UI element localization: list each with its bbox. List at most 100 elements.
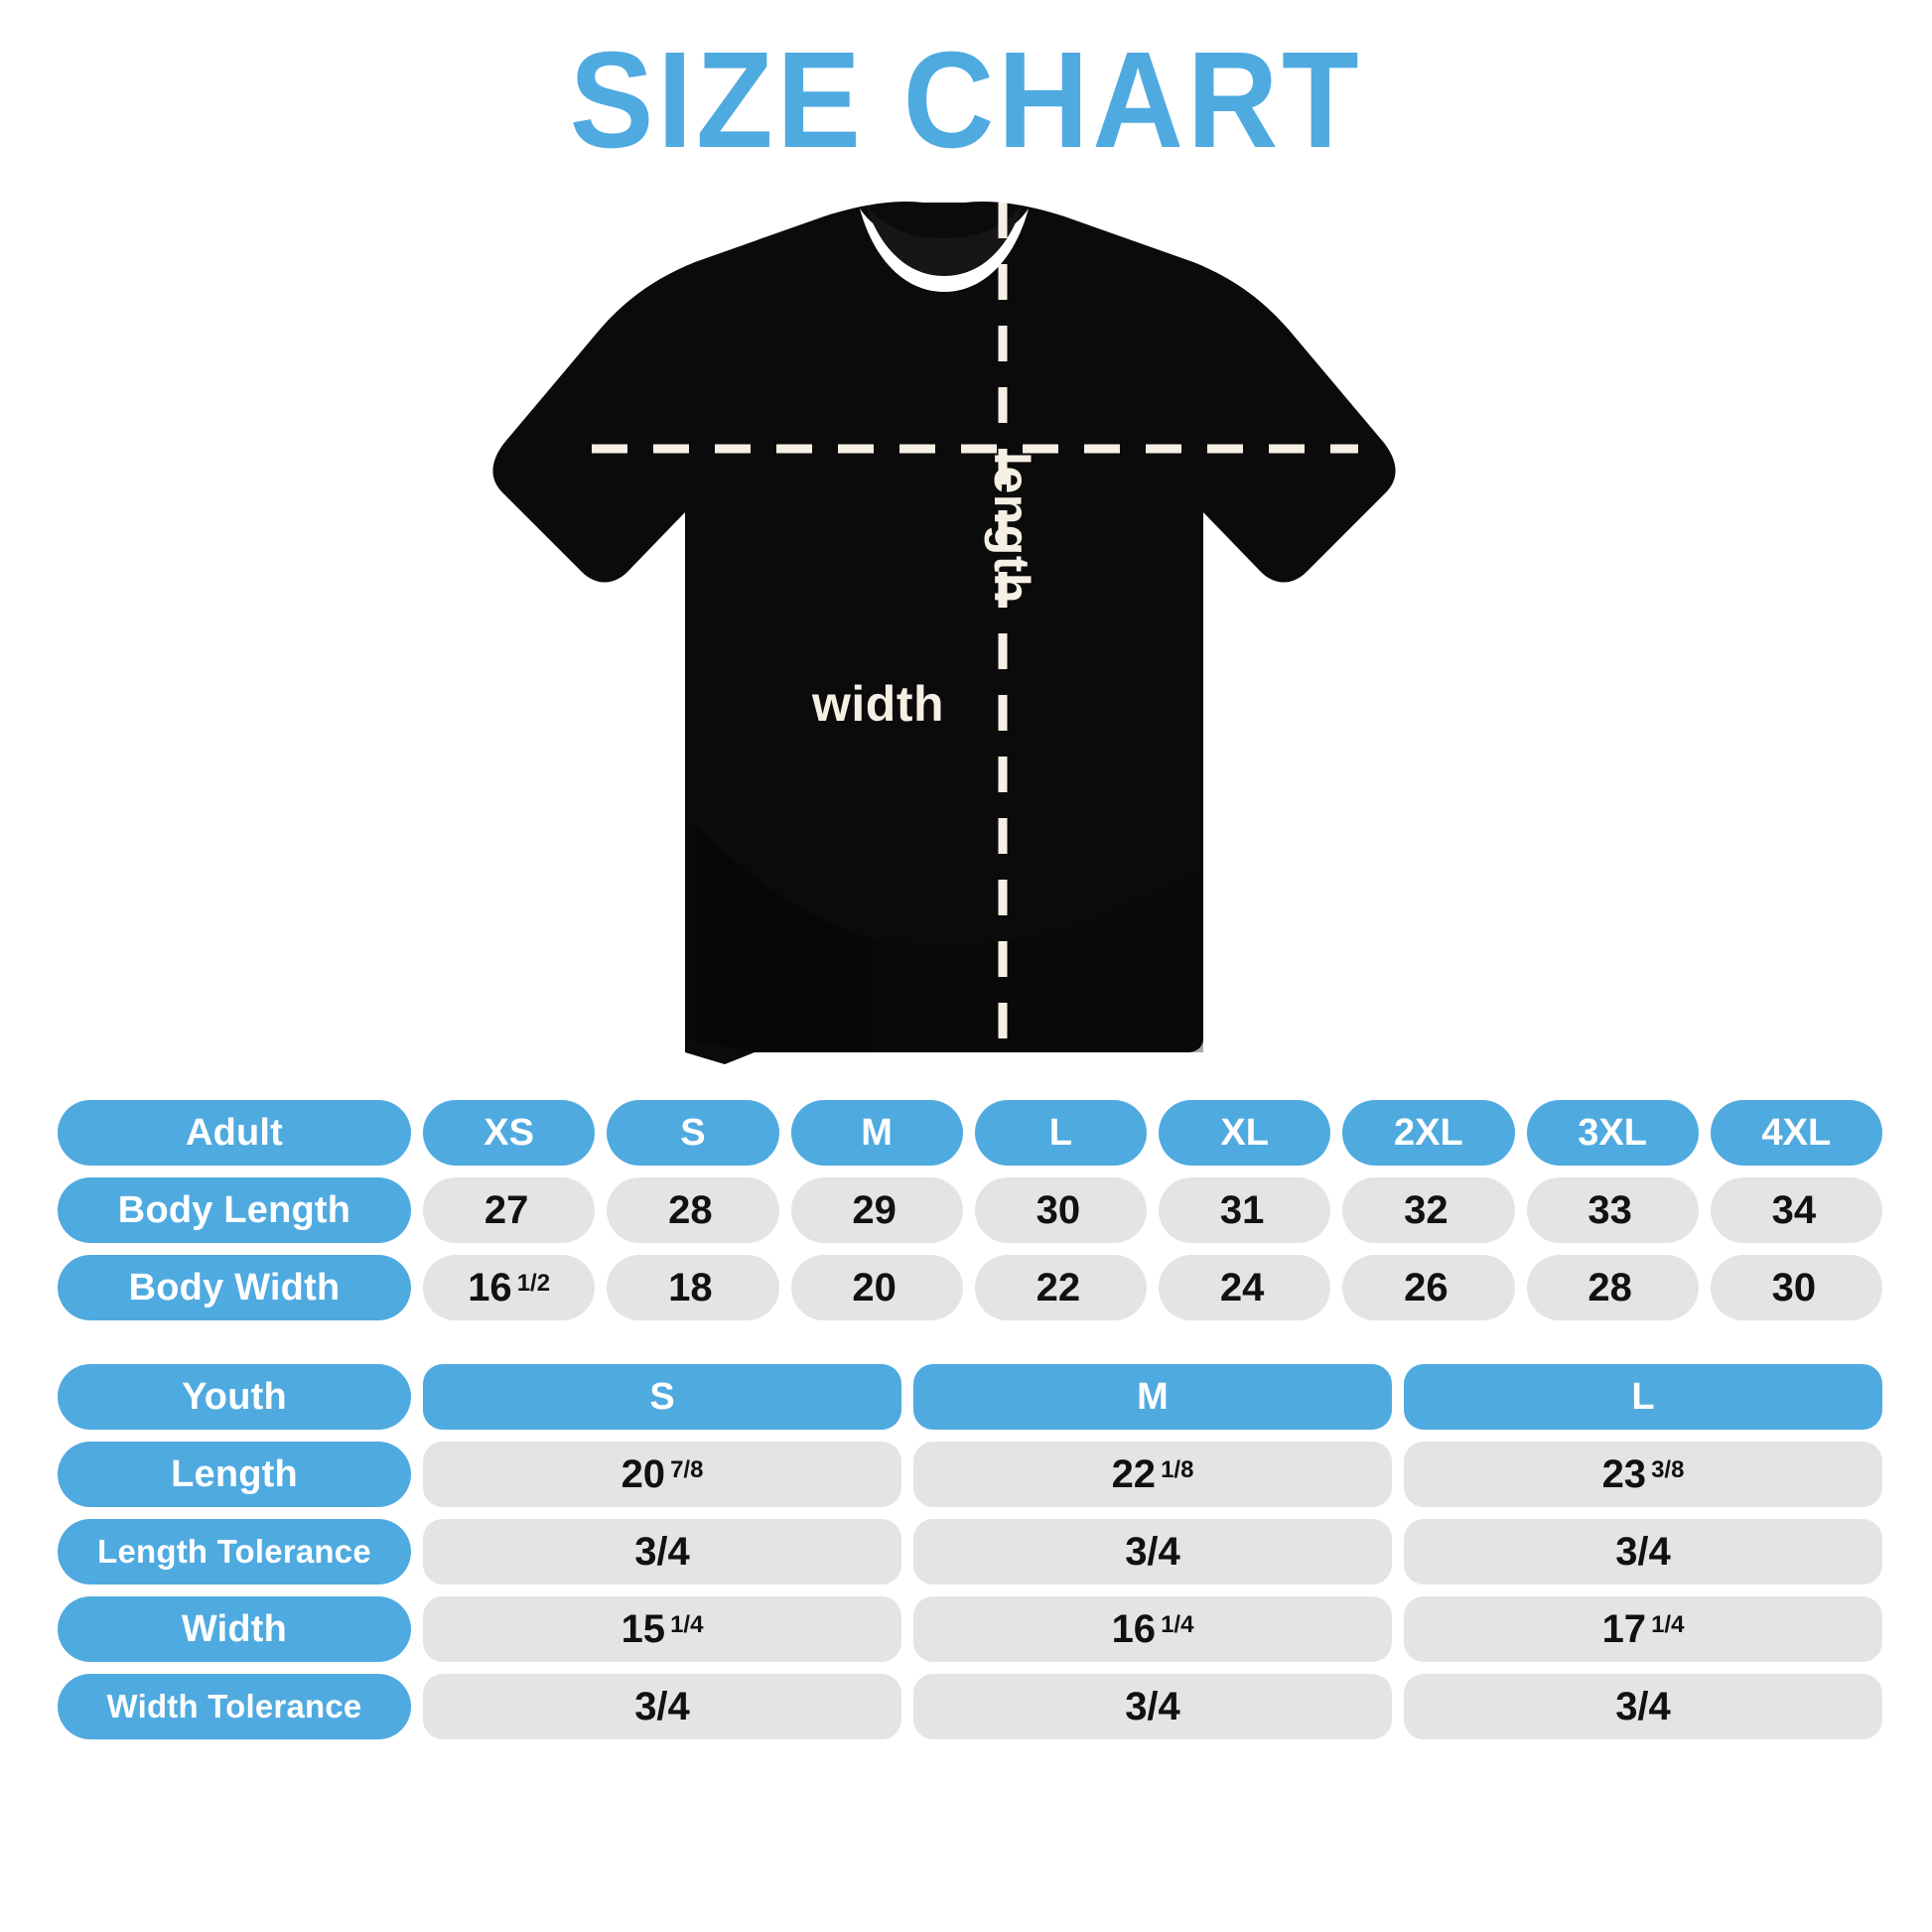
adult-header-label: Adult — [58, 1100, 411, 1166]
length-label: length — [984, 452, 1039, 604]
width-label: width — [812, 676, 945, 732]
youth-length-label: Length — [58, 1442, 411, 1507]
adult-header-row: Adult XS S M L XL 2XL 3XL 4XL — [58, 1100, 1882, 1166]
cell-whole: 20 — [621, 1451, 666, 1496]
cell-frac: 1/4 — [670, 1610, 704, 1638]
cell-whole: 30 — [1035, 1187, 1081, 1232]
cell-whole: 22 — [1035, 1265, 1081, 1310]
adult-col-xs: XS — [423, 1100, 596, 1166]
table-cell: 32 — [1342, 1177, 1515, 1243]
table-cell: 16 1/4 — [913, 1596, 1392, 1662]
adult-col-xl: XL — [1159, 1100, 1331, 1166]
adult-col-s: S — [607, 1100, 779, 1166]
youth-header-row: Youth S M L — [58, 1364, 1882, 1430]
table-cell: 3/4 — [423, 1519, 901, 1585]
table-cell: 16 1/2 — [423, 1255, 596, 1320]
tshirt-shadow-hem — [874, 868, 1203, 1052]
tshirt-hem-left-point — [685, 1038, 755, 1064]
tshirt-illustration: width length — [0, 189, 1932, 1072]
cell-whole: 28 — [1587, 1265, 1632, 1310]
table-cell: 34 — [1710, 1177, 1882, 1243]
table-cell: 17 1/4 — [1404, 1596, 1882, 1662]
adult-col-l: L — [974, 1100, 1147, 1166]
cell-whole: 22 — [1111, 1451, 1157, 1496]
table-cell: 22 1/8 — [913, 1442, 1392, 1507]
cell-whole: 23 — [1601, 1451, 1647, 1496]
tshirt-silhouette — [492, 201, 1396, 1053]
cell-whole: 27 — [483, 1187, 529, 1232]
adult-body-width-label: Body Width — [58, 1255, 411, 1320]
cell-frac: 3/4 — [1125, 1684, 1180, 1728]
table-cell: 28 — [1526, 1255, 1699, 1320]
adult-col-2xl: 2XL — [1342, 1100, 1515, 1166]
cell-frac: 1/4 — [1161, 1610, 1194, 1638]
table-cell: 3/4 — [1404, 1519, 1882, 1585]
table-cell: 33 — [1526, 1177, 1699, 1243]
adult-size-table: Adult XS S M L XL 2XL 3XL 4XL Body Lengt… — [58, 1100, 1882, 1320]
cell-whole: 28 — [668, 1187, 713, 1232]
youth-col-m: M — [913, 1364, 1392, 1430]
table-cell: 3/4 — [913, 1674, 1392, 1739]
table-cell: 31 — [1159, 1177, 1331, 1243]
adult-col-3xl: 3XL — [1526, 1100, 1699, 1166]
table-cell: 24 — [1159, 1255, 1331, 1320]
cell-whole: 16 — [1111, 1606, 1157, 1651]
cell-frac: 1/4 — [1651, 1610, 1685, 1638]
youth-length-row: Length 20 7/8 22 1/8 23 3/8 — [58, 1442, 1882, 1507]
cell-whole: 34 — [1771, 1187, 1817, 1232]
table-cell: 29 — [790, 1177, 963, 1243]
table-cell: 20 7/8 — [423, 1442, 901, 1507]
table-cell: 18 — [607, 1255, 779, 1320]
cell-frac: 3/4 — [1615, 1684, 1671, 1728]
tshirt-collar — [866, 205, 1023, 276]
table-cell: 27 — [423, 1177, 596, 1243]
table-cell: 26 — [1342, 1255, 1515, 1320]
cell-whole: 30 — [1771, 1265, 1817, 1310]
cell-whole: 18 — [668, 1265, 713, 1310]
youth-col-s: S — [423, 1364, 901, 1430]
youth-width-tolerance-label: Width Tolerance — [58, 1674, 411, 1739]
cell-whole: 31 — [1219, 1187, 1265, 1232]
page-title: SIZE CHART — [569, 24, 1363, 177]
cell-frac: 3/4 — [634, 1684, 690, 1728]
table-cell: 3/4 — [1404, 1674, 1882, 1739]
cell-whole: 24 — [1219, 1265, 1265, 1310]
table-cell: 28 — [607, 1177, 779, 1243]
cell-whole: 29 — [852, 1187, 897, 1232]
cell-frac: 3/4 — [1125, 1529, 1180, 1574]
adult-col-4xl: 4XL — [1710, 1100, 1882, 1166]
cell-whole: 26 — [1404, 1265, 1449, 1310]
youth-header-label: Youth — [58, 1364, 411, 1430]
cell-frac: 3/4 — [1615, 1529, 1671, 1574]
adult-body-width-row: Body Width 16 1/2 18 20 22 24 26 28 30 — [58, 1255, 1882, 1320]
cell-frac: 3/8 — [1651, 1455, 1685, 1483]
table-cell: 22 — [974, 1255, 1147, 1320]
cell-whole: 15 — [621, 1606, 666, 1651]
table-cell: 3/4 — [913, 1519, 1392, 1585]
cell-frac: 1/2 — [516, 1269, 551, 1297]
adult-body-length-row: Body Length 27 28 29 30 31 32 33 34 — [58, 1177, 1882, 1243]
cell-whole: 16 — [468, 1265, 512, 1310]
measure-dashed-lines — [592, 203, 1358, 1040]
cell-whole: 32 — [1404, 1187, 1449, 1232]
cell-whole: 17 — [1601, 1606, 1647, 1651]
tshirt-body — [492, 201, 1396, 1064]
youth-size-table: Youth S M L Length 20 7/8 22 1/8 23 3/8 Len… — [58, 1364, 1882, 1739]
table-cell: 23 3/8 — [1404, 1442, 1882, 1507]
table-cell: 30 — [1710, 1255, 1882, 1320]
youth-width-row: Width 15 1/4 16 1/4 17 1/4 — [58, 1596, 1882, 1662]
youth-width-label: Width — [58, 1596, 411, 1662]
youth-width-tolerance-row: Width Tolerance 3/4 3/4 3/4 — [58, 1674, 1882, 1739]
cell-frac: 1/8 — [1161, 1455, 1194, 1483]
tshirt-shadow-left — [695, 824, 874, 1052]
tshirt-graphic — [492, 201, 1396, 1064]
adult-col-m: M — [790, 1100, 963, 1166]
youth-length-tolerance-label: Length Tolerance — [58, 1519, 411, 1585]
cell-whole: 20 — [852, 1265, 897, 1310]
table-cell: 3/4 — [423, 1674, 901, 1739]
youth-length-tolerance-row: Length Tolerance 3/4 3/4 3/4 — [58, 1519, 1882, 1585]
size-tables: Adult XS S M L XL 2XL 3XL 4XL Body Lengt… — [58, 1100, 1882, 1751]
table-cell: 20 — [790, 1255, 963, 1320]
table-cell: 30 — [974, 1177, 1147, 1243]
